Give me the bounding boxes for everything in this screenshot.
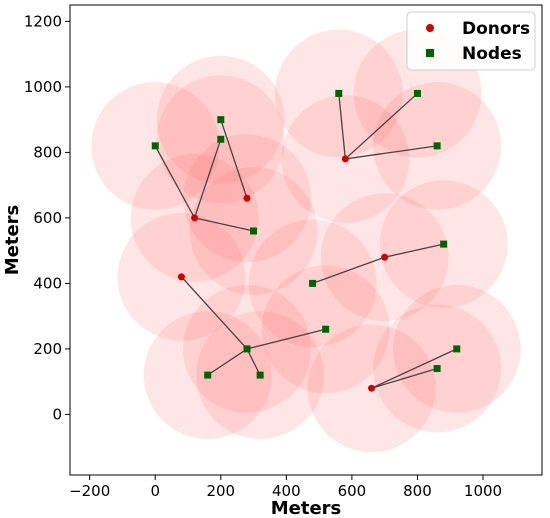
- x-tick-label: 200: [206, 482, 235, 500]
- link-line: [371, 367, 438, 389]
- link-line: [246, 328, 326, 350]
- link-line: [344, 92, 418, 160]
- link-line: [193, 139, 222, 219]
- y-tick-label: 800: [33, 143, 62, 161]
- x-tick-label: 1000: [464, 482, 502, 500]
- link-line: [220, 119, 248, 199]
- y-tick-label: 0: [52, 405, 62, 423]
- node-point: [217, 116, 225, 124]
- donor-point: [368, 384, 376, 392]
- marker-layer: [151, 89, 461, 392]
- legend-donors-marker: [426, 24, 434, 32]
- node-point: [322, 325, 330, 333]
- y-tick-label: 1000: [24, 78, 62, 96]
- link-line: [207, 348, 248, 376]
- node-point: [413, 89, 421, 97]
- donor-point: [341, 155, 349, 163]
- legend-box: [406, 11, 536, 71]
- donor-point: [191, 214, 199, 222]
- node-point: [433, 142, 441, 150]
- link-line: [180, 276, 248, 350]
- link-line: [384, 243, 444, 258]
- node-point: [250, 227, 258, 235]
- x-axis-label: Meters: [271, 498, 342, 518]
- donor-point: [381, 253, 389, 261]
- link-layer: [154, 92, 458, 389]
- y-tick-label: 200: [33, 340, 62, 358]
- y-tick-label: 600: [33, 209, 62, 227]
- link-line: [154, 145, 196, 219]
- y-axis: 0 200 400 600 800 1000 1200: [24, 12, 70, 423]
- link-line: [371, 348, 458, 389]
- node-point: [204, 371, 212, 379]
- legend-nodes-label: Nodes: [462, 44, 522, 64]
- node-point: [217, 135, 225, 143]
- y-axis-label: Meters: [2, 205, 23, 276]
- node-point: [453, 345, 461, 353]
- x-tick-label: 600: [338, 482, 367, 500]
- node-point: [433, 365, 441, 373]
- legend-nodes-marker: [426, 49, 434, 57]
- plot-frame: [69, 4, 543, 476]
- node-point: [151, 142, 159, 150]
- node-point: [256, 371, 264, 379]
- legend-donors-label: Donors: [462, 19, 530, 39]
- node-point: [309, 279, 317, 287]
- link-line: [345, 145, 438, 160]
- link-line: [312, 256, 385, 285]
- x-tick-label: 400: [272, 482, 301, 500]
- x-axis: −200 0 200 400 600 800 1000: [69, 475, 502, 500]
- donor-point: [243, 194, 251, 202]
- link-line: [338, 93, 346, 160]
- node-point: [440, 240, 448, 248]
- x-tick-label: 0: [150, 482, 160, 500]
- y-tick-label: 400: [33, 274, 62, 292]
- legend: Donors Nodes: [406, 11, 536, 71]
- x-tick-label: 800: [403, 482, 432, 500]
- coverage-layer: [91, 29, 521, 453]
- y-tick-label: 1200: [24, 12, 62, 30]
- link-line: [246, 348, 261, 376]
- x-tick-label: −200: [69, 482, 110, 500]
- node-point: [335, 89, 343, 97]
- node-point: [243, 345, 251, 353]
- link-line: [194, 217, 254, 232]
- donor-point: [177, 273, 185, 281]
